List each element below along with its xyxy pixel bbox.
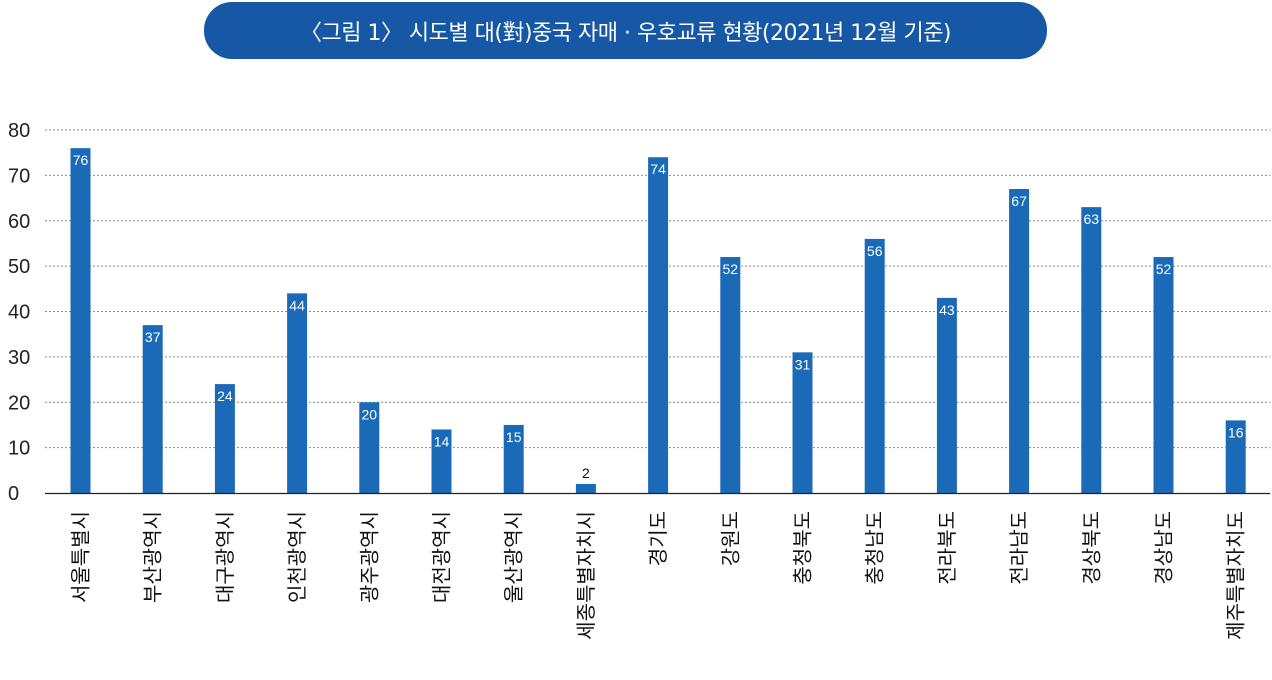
data-label: 63 (1084, 211, 1100, 227)
x-tick-label: 부산광역시 (141, 511, 165, 603)
y-tick-label: 10 (8, 438, 30, 460)
data-labels: 76 37 24 44 20 14 15 2 74 52 31 56 43 67 63 52 16 (73, 152, 1244, 481)
bar (648, 157, 669, 493)
data-label: 67 (1011, 193, 1027, 209)
x-tick-label: 전라남도 (1007, 511, 1031, 585)
bar (431, 429, 452, 493)
x-tick-label: 서울특별시 (69, 511, 93, 603)
bar (70, 148, 91, 493)
x-tick-label: 경상남도 (1152, 511, 1176, 585)
bar (214, 384, 235, 493)
y-axis-ticks: 0 10 20 30 40 50 60 70 80 (8, 120, 30, 505)
data-label: 16 (1228, 424, 1244, 440)
bar (1081, 207, 1102, 493)
bar (575, 483, 596, 493)
chart-title-banner: 〈그림 1〉 시도별 대(對)중국 자매 · 우호교류 현황(2021년 12월… (204, 2, 1047, 59)
bar (864, 238, 885, 493)
y-tick-label: 50 (8, 256, 30, 278)
x-tick-label: 충청남도 (863, 511, 887, 585)
x-tick-label: 충청북도 (791, 511, 815, 585)
y-tick-label: 0 (8, 483, 19, 505)
data-label: 74 (650, 161, 666, 177)
x-tick-label: 전라북도 (935, 511, 959, 585)
bar (503, 424, 524, 493)
y-tick-label: 40 (8, 302, 30, 324)
data-label: 24 (217, 388, 233, 404)
bar (720, 257, 741, 493)
y-tick-label: 30 (8, 347, 30, 369)
data-label: 15 (506, 429, 522, 445)
bar (359, 402, 380, 493)
bar (142, 325, 163, 493)
y-tick-label: 80 (8, 120, 30, 142)
data-label: 52 (1156, 261, 1172, 277)
data-label: 14 (434, 433, 450, 449)
data-label: 76 (73, 152, 89, 168)
bars (70, 148, 1246, 494)
y-tick-label: 20 (8, 392, 30, 414)
x-tick-label: 광주광역시 (357, 511, 381, 603)
bar (936, 297, 957, 493)
x-tick-label: 세종특별자치시 (574, 511, 598, 640)
x-tick-label: 인천광역시 (285, 511, 309, 603)
x-tick-label: 대전광역시 (430, 511, 454, 603)
x-tick-label: 울산광역시 (502, 511, 526, 603)
x-tick-label: 강원도 (718, 511, 742, 566)
y-tick-label: 70 (8, 165, 30, 187)
data-label: 52 (723, 261, 739, 277)
x-tick-label: 경기도 (646, 511, 670, 566)
x-tick-label: 대구광역시 (213, 511, 237, 603)
bar (287, 293, 308, 493)
bar (1009, 188, 1030, 494)
data-label: 56 (867, 243, 883, 259)
data-label: 31 (795, 356, 811, 372)
y-tick-label: 60 (8, 211, 30, 233)
chart-title: 〈그림 1〉 시도별 대(對)중국 자매 · 우호교류 현황(2021년 12월… (299, 20, 952, 46)
data-label: 43 (939, 302, 955, 318)
x-tick-label: 경상북도 (1079, 511, 1103, 585)
x-axis-ticks: 서울특별시 부산광역시 대구광역시 인천광역시 광주광역시 대전광역시 울산광역시 세종특별자… (69, 511, 1248, 640)
data-label: 44 (289, 297, 305, 313)
bar (1225, 420, 1246, 493)
data-label: 2 (582, 465, 590, 481)
x-tick-label: 제주특별자치도 (1224, 511, 1248, 640)
data-label: 20 (362, 406, 378, 422)
bar (1153, 257, 1174, 493)
bar (792, 352, 813, 493)
data-label: 37 (145, 329, 161, 345)
